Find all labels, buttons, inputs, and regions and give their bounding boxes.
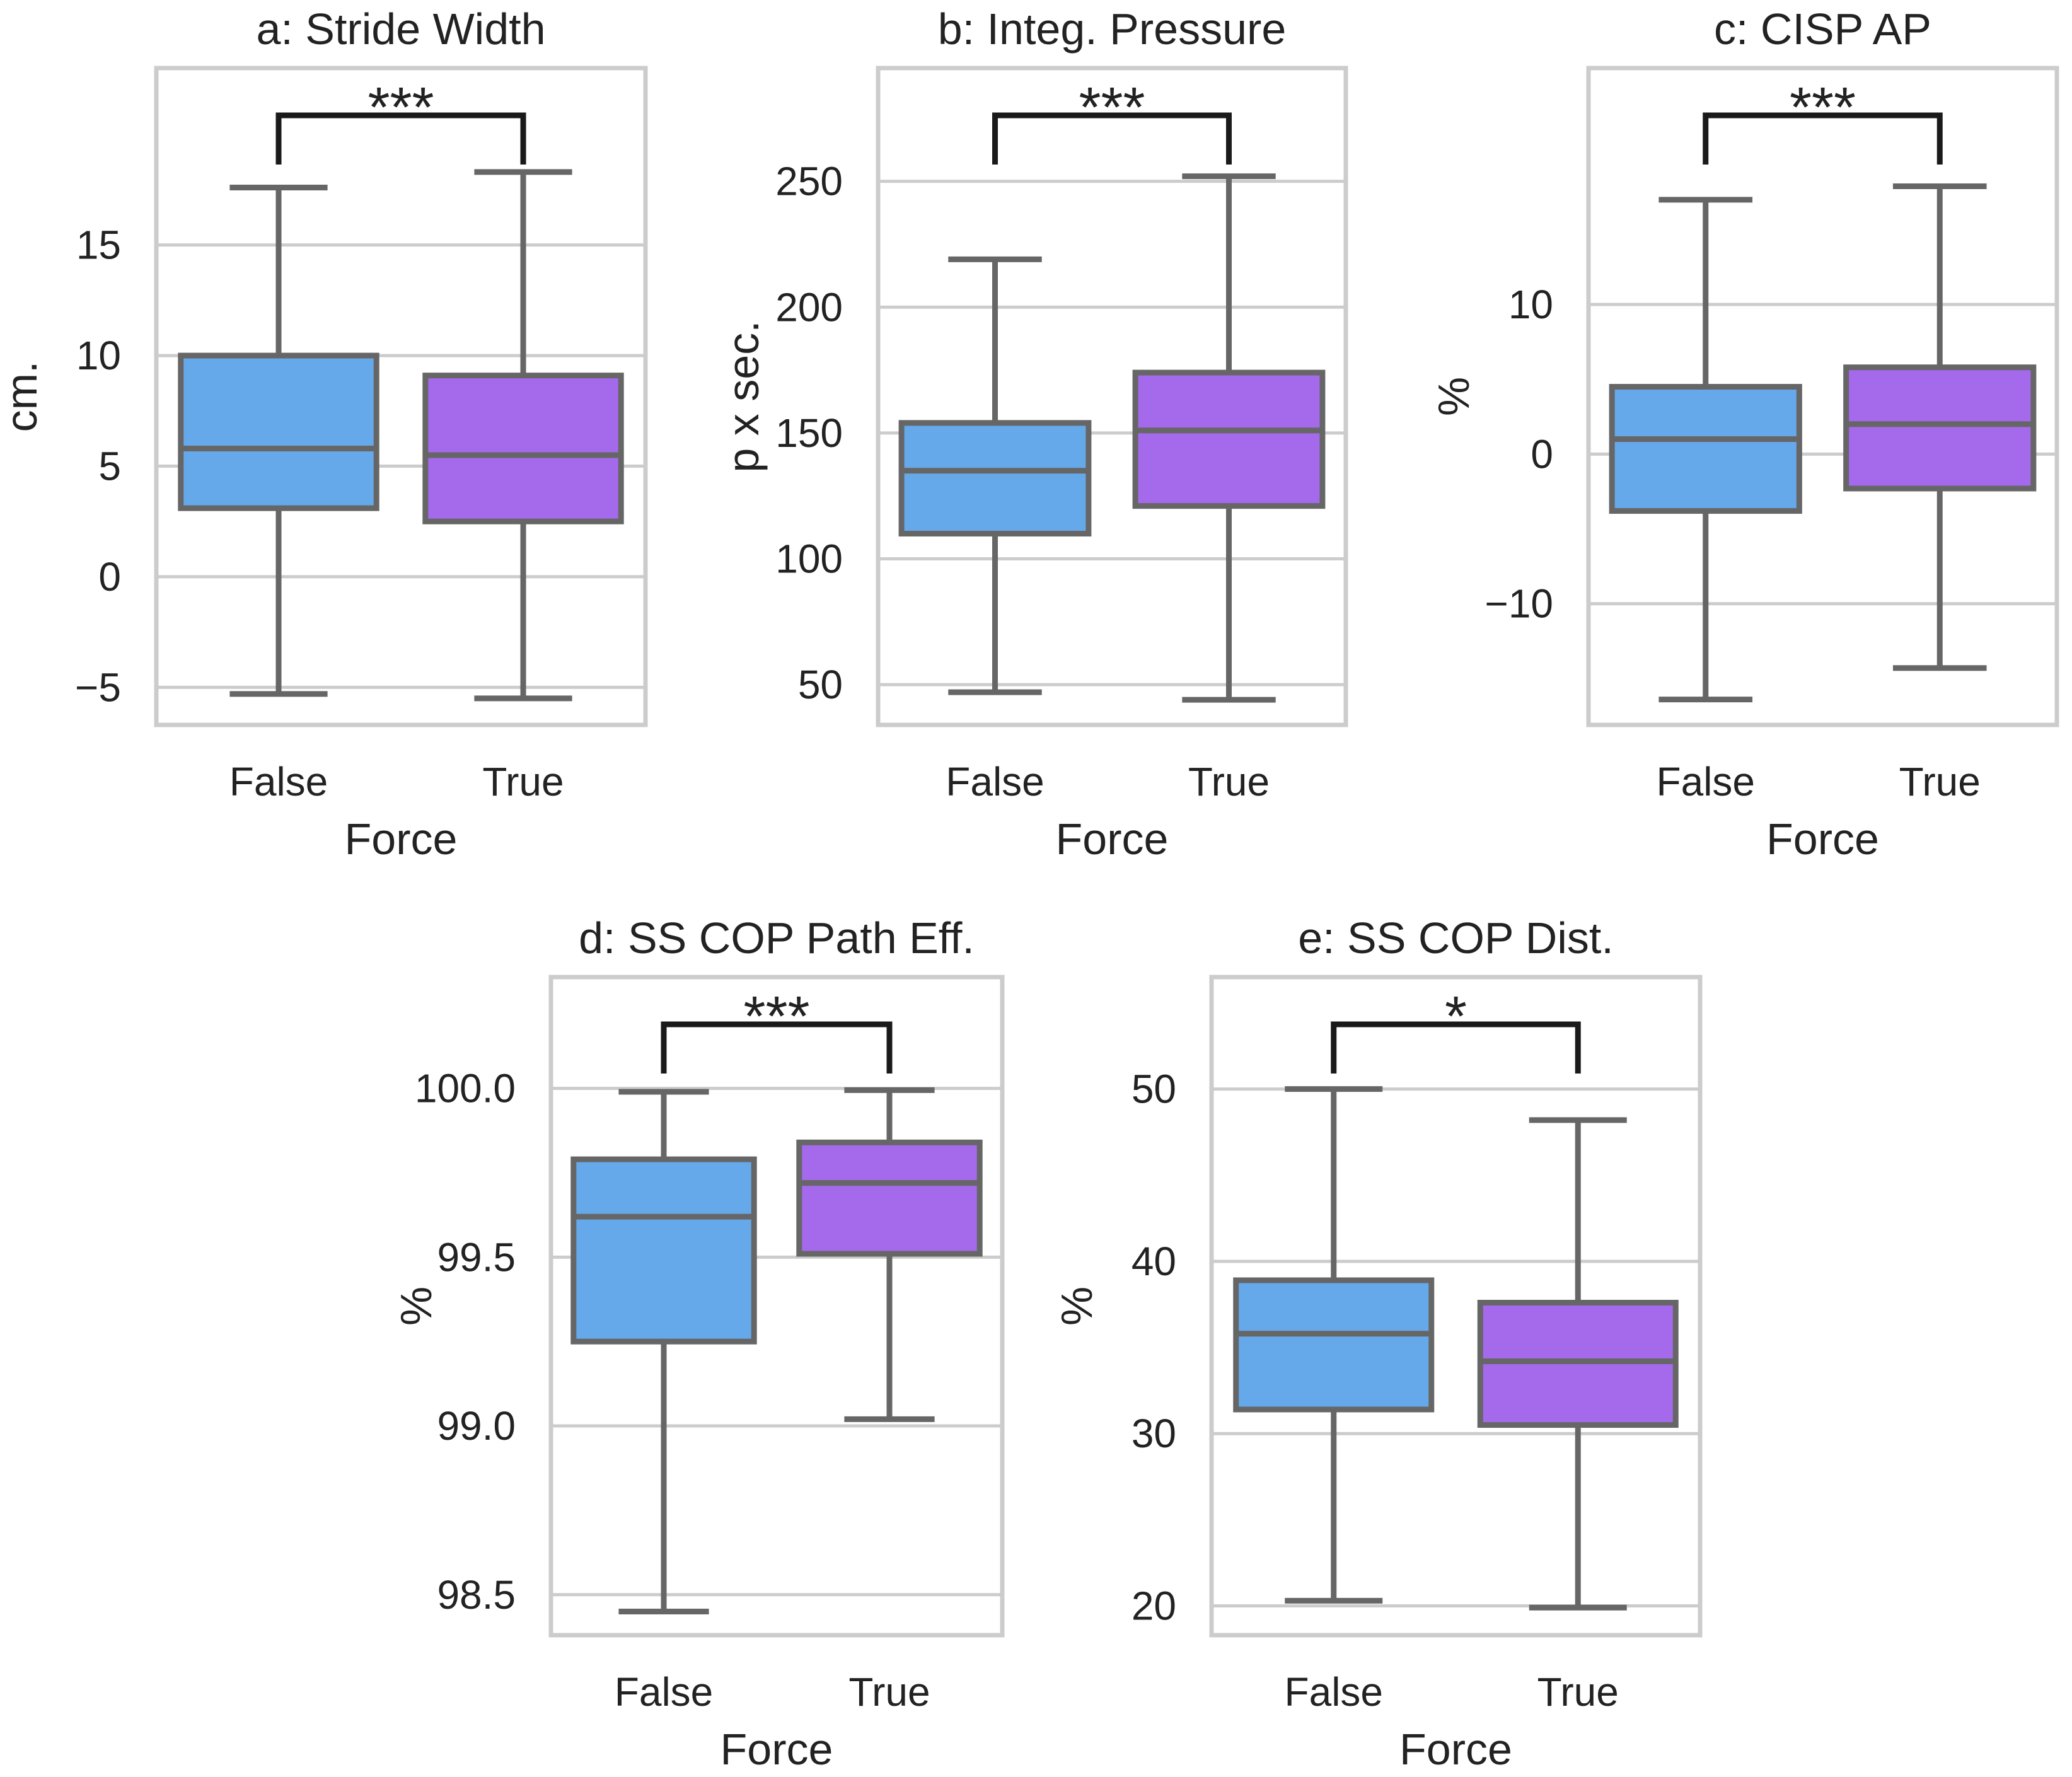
box-iqr (422, 373, 624, 524)
plot-frame (1586, 66, 2059, 727)
panel-title: d: SS COP Path Eff. (579, 913, 975, 963)
box-false (898, 256, 1092, 695)
y-axis-label: p x sec. (719, 320, 768, 472)
x-tick-label: False (1657, 759, 1756, 804)
box-iqr (570, 1156, 757, 1345)
significance-label: * (1445, 985, 1467, 1048)
panel-title: b: Integ. Pressure (938, 4, 1287, 54)
plot-frame (876, 66, 1348, 727)
y-tick-label: 100 (775, 536, 843, 582)
box-true (1132, 173, 1326, 703)
box-true (1477, 1117, 1679, 1611)
y-tick-label: 99.0 (437, 1403, 516, 1449)
panel-b: *** b: Integ. Pressure 50 100 150 200 250 False… (719, 4, 1348, 864)
y-tick-label: 30 (1131, 1411, 1176, 1456)
y-tick-label: −5 (75, 664, 121, 710)
box-iqr (1843, 364, 2037, 492)
y-axis-label: % (1429, 377, 1478, 416)
y-tick-label: 15 (76, 223, 121, 268)
panel-e: * e: SS COP Dist. 20 30 40 50 False True Force% (1052, 913, 1703, 1774)
y-tick-label: 20 (1131, 1583, 1176, 1629)
significance-bracket (1703, 112, 1943, 165)
box-false (1609, 197, 1802, 703)
x-axis-label: Force (721, 1725, 833, 1774)
panel-title: e: SS COP Dist. (1298, 913, 1614, 963)
y-tick-label: 150 (775, 410, 843, 456)
box-iqr (796, 1139, 983, 1257)
significance-bracket (275, 112, 526, 165)
box-iqr (1609, 384, 1802, 514)
significance-bracket (1331, 1021, 1581, 1074)
y-tick-label: 0 (98, 554, 121, 599)
panel-a: *** a: Stride Width −5 0 5 10 15 False True Force… (0, 4, 648, 864)
plot-frame (548, 975, 1005, 1638)
y-tick-label: 98.5 (437, 1572, 516, 1618)
significance-bracket (992, 112, 1232, 165)
box-false (570, 1089, 757, 1615)
box-false (178, 184, 379, 697)
y-tick-label: 100.0 (415, 1066, 516, 1111)
y-tick-label: 99.5 (437, 1234, 516, 1280)
significance-label: *** (368, 76, 434, 139)
box-iqr (1132, 369, 1326, 509)
box-iqr (178, 352, 379, 511)
box-iqr (1233, 1277, 1435, 1413)
y-tick-label: 50 (798, 662, 843, 707)
x-tick-label: True (1899, 759, 1981, 804)
significance-label: *** (743, 985, 809, 1048)
significance-bracket (661, 1021, 893, 1074)
box-iqr (898, 420, 1092, 537)
x-tick-label: True (1188, 759, 1270, 804)
significance-label: *** (1079, 76, 1145, 139)
x-tick-label: True (848, 1669, 930, 1715)
x-axis-label: Force (1766, 814, 1879, 864)
y-axis-label: % (1052, 1287, 1101, 1326)
y-tick-label: 250 (775, 159, 843, 204)
x-tick-label: True (482, 759, 564, 804)
box-true (422, 169, 624, 702)
y-tick-label: 200 (775, 284, 843, 330)
x-tick-label: False (1285, 1669, 1384, 1715)
y-axis-label: cm. (0, 361, 46, 432)
plot-frame (1209, 975, 1703, 1638)
x-axis-label: Force (1056, 814, 1169, 864)
panel-c: *** c: CISP AP −10 0 10 False True Force% (1429, 4, 2059, 864)
x-axis-label: Force (1399, 1725, 1512, 1774)
box-false (1233, 1086, 1435, 1604)
y-axis-label: % (391, 1287, 441, 1326)
x-tick-label: False (615, 1669, 714, 1715)
significance-label: *** (1790, 76, 1856, 139)
x-tick-label: False (946, 759, 1045, 804)
x-axis-label: Force (345, 814, 458, 864)
x-tick-label: True (1537, 1669, 1619, 1715)
y-tick-label: 10 (76, 333, 121, 378)
box-true (1843, 183, 2037, 671)
panel-d: *** d: SS COP Path Eff. 98.5 99.0 99.5 100.0 F… (391, 913, 1005, 1774)
y-tick-label: 10 (1508, 282, 1553, 327)
panel-title: a: Stride Width (256, 4, 545, 54)
y-tick-label: 5 (98, 444, 121, 489)
box-true (796, 1087, 983, 1422)
panel-title: c: CISP AP (1714, 4, 1931, 54)
plot-frame (154, 66, 648, 727)
y-tick-label: −10 (1485, 581, 1553, 627)
x-tick-label: False (229, 759, 328, 804)
y-tick-label: 0 (1531, 431, 1553, 477)
y-tick-label: 50 (1131, 1067, 1176, 1112)
y-tick-label: 40 (1131, 1239, 1176, 1284)
